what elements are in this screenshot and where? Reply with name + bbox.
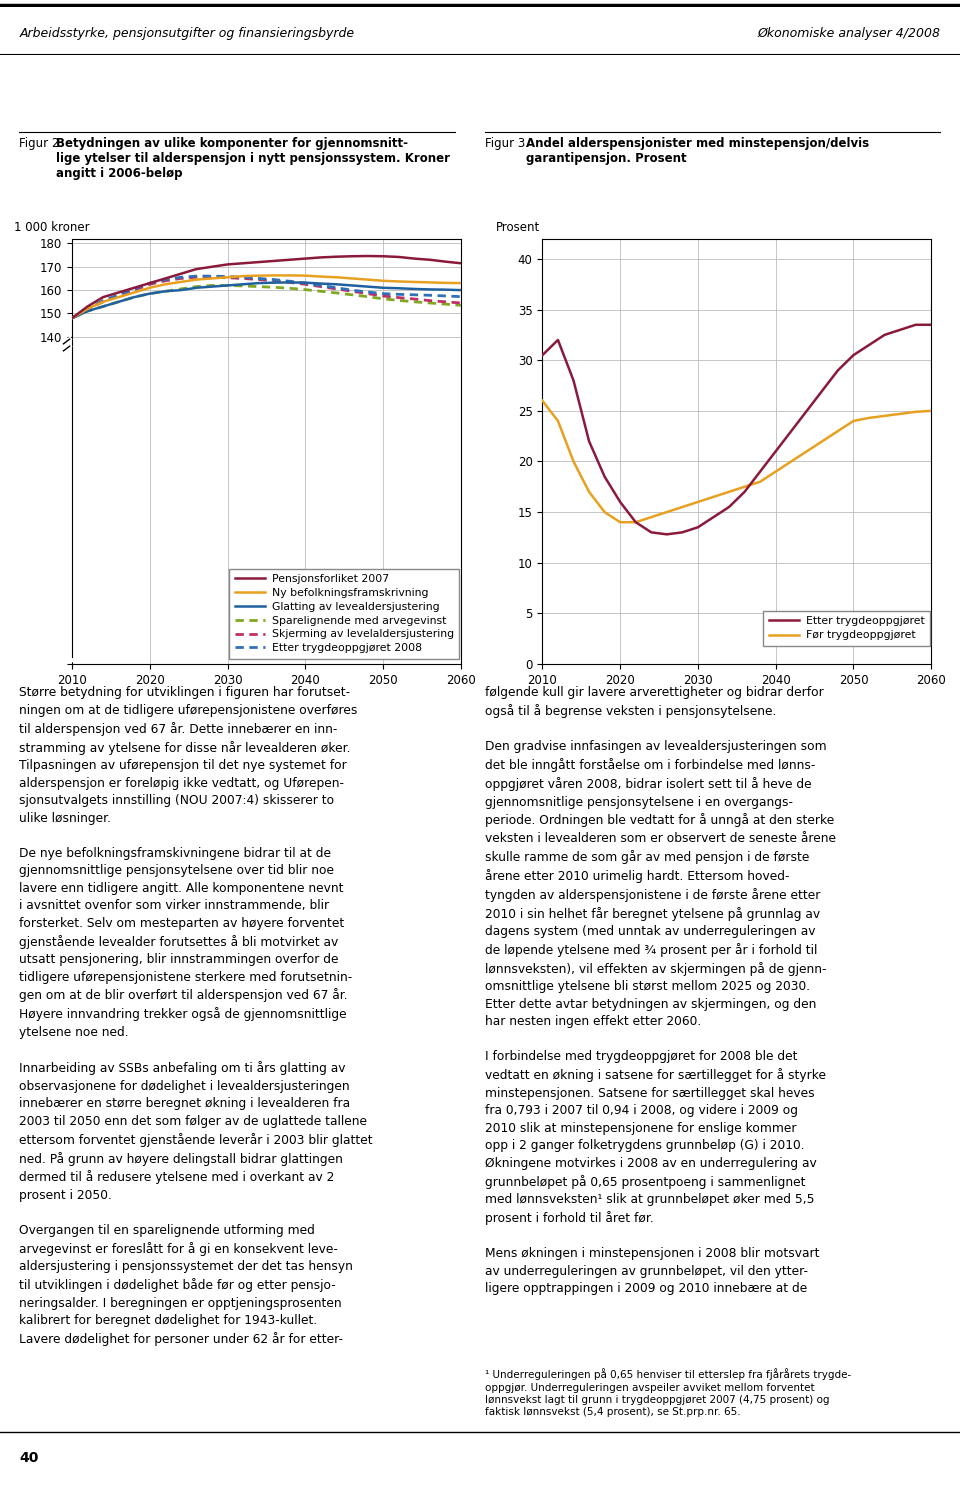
- Text: Andel alderspensjonister med minstepensjon/delvis
garantipensjon. Prosent: Andel alderspensjonister med minstepensj…: [526, 137, 869, 166]
- Text: Prosent: Prosent: [495, 221, 540, 234]
- Legend: Etter trygdeoppgjøret, Før trygdeoppgjøret: Etter trygdeoppgjøret, Før trygdeoppgjør…: [763, 610, 929, 646]
- Text: ¹ Underreguleringen på 0,65 henviser til etterslep fra fjårårets trygde-
oppgjør: ¹ Underreguleringen på 0,65 henviser til…: [485, 1368, 852, 1417]
- Text: Figur 2.: Figur 2.: [19, 137, 67, 151]
- Text: 40: 40: [19, 1452, 38, 1465]
- Text: Økonomiske analyser 4/2008: Økonomiske analyser 4/2008: [757, 27, 941, 40]
- Text: Større betydning for utviklingen i figuren har forutset-
ningen om at de tidlige: Større betydning for utviklingen i figur…: [19, 686, 372, 1346]
- Text: Arbeidsstyrke, pensjonsutgifter og finansieringsbyrde: Arbeidsstyrke, pensjonsutgifter og finan…: [19, 27, 354, 40]
- Text: følgende kull gir lavere arverettigheter og bidrar derfor
også til å begrense ve: følgende kull gir lavere arverettigheter…: [485, 686, 836, 1295]
- Text: 1 000 kroner: 1 000 kroner: [13, 221, 89, 234]
- Text: Figur 3.: Figur 3.: [485, 137, 533, 151]
- Legend: Pensjonsforliket 2007, Ny befolkningsframskrivning, Glatting av levealdersjuster: Pensjonsforliket 2007, Ny befolkningsfra…: [229, 568, 459, 658]
- Text: Betydningen av ulike komponenter for gjennomsnitt-
lige ytelser til alderspensjo: Betydningen av ulike komponenter for gje…: [57, 137, 450, 181]
